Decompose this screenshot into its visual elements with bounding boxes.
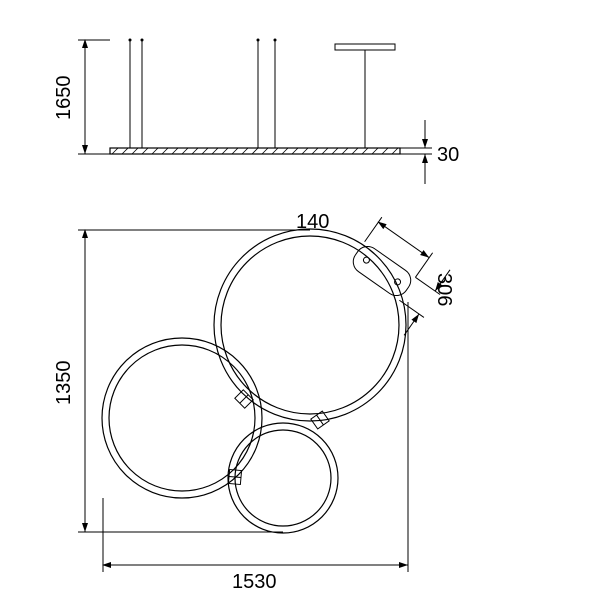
side-view: 1650 30 [53,39,459,185]
dim-thickness-label: 30 [437,144,459,166]
ring-small [228,423,338,533]
cable-cap [129,39,132,42]
dim-thickness: 30 [400,120,459,184]
dim-canopy-width: 140 [296,211,433,277]
plan-view: 140 306 1530 1350 [53,211,455,593]
dim-height-label: 1650 [53,76,75,121]
bar-hatch [112,148,398,154]
cable-cap [141,39,144,42]
ceiling-canopy [335,44,395,50]
dim-depth: 1350 [53,230,310,532]
cable-cap [257,39,260,42]
canopy-plan [349,242,416,300]
dim-width-label: 1530 [232,571,277,593]
ring-medium [102,338,262,498]
dim-canopy-length-label: 306 [433,273,455,306]
cable-cap [274,39,277,42]
dim-height: 1650 [53,40,110,154]
technical-drawing: 1650 30 [0,0,600,600]
dim-depth-label: 1350 [53,361,75,406]
ring-large [214,229,406,421]
